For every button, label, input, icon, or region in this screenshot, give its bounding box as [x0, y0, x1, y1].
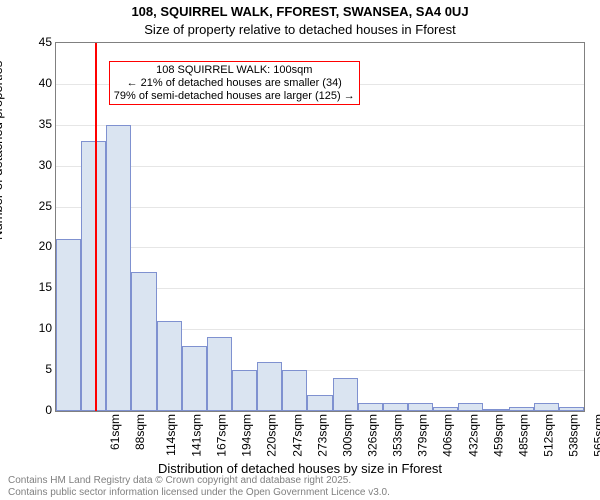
gridline [56, 207, 584, 208]
x-tick-label: 459sqm [491, 414, 505, 457]
histogram-bar [282, 370, 307, 411]
x-tick-label: 406sqm [441, 414, 455, 457]
y-tick-label: 40 [12, 76, 52, 90]
y-tick-label: 20 [12, 239, 52, 253]
x-tick-label: 194sqm [240, 414, 254, 457]
x-tick-label: 167sqm [215, 414, 229, 457]
chart-container: 108, SQUIRREL WALK, FFOREST, SWANSEA, SA… [0, 0, 600, 500]
annotation-line: 79% of semi-detached houses are larger (… [114, 90, 355, 103]
x-tick-label: 432sqm [466, 414, 480, 457]
x-tick-label: 114sqm [164, 414, 178, 456]
x-tick-label: 538sqm [567, 414, 581, 457]
histogram-bar [559, 407, 584, 411]
plot-area: 108 SQUIRREL WALK: 100sqm← 21% of detach… [55, 42, 585, 412]
x-tick-label: 141sqm [190, 414, 204, 457]
annotation-line: ← 21% of detached houses are smaller (34… [114, 77, 355, 90]
annotation-line: 108 SQUIRREL WALK: 100sqm [114, 64, 355, 77]
histogram-bar [534, 403, 559, 411]
gridline [56, 247, 584, 248]
y-tick-label: 10 [12, 321, 52, 335]
x-tick-label: 247sqm [290, 414, 304, 457]
x-tick-label: 300sqm [341, 414, 355, 457]
y-tick-label: 0 [12, 403, 52, 417]
annotation-box: 108 SQUIRREL WALK: 100sqm← 21% of detach… [109, 61, 360, 105]
y-tick-label: 5 [12, 362, 52, 376]
histogram-bar [157, 321, 182, 411]
reference-line [95, 43, 97, 411]
histogram-bar [307, 395, 332, 411]
x-tick-label: 353sqm [391, 414, 405, 457]
histogram-bar [509, 407, 534, 411]
histogram-bar [182, 346, 207, 411]
histogram-bar [458, 403, 483, 411]
y-axis-label: Number of detached properties [0, 61, 5, 240]
histogram-bar [56, 239, 81, 411]
x-tick-label: 485sqm [517, 414, 531, 457]
chart-title-line2: Size of property relative to detached ho… [0, 22, 600, 37]
x-tick-label: 379sqm [416, 414, 430, 457]
histogram-bar [257, 362, 282, 411]
histogram-bar [131, 272, 156, 411]
x-tick-label: 220sqm [265, 414, 279, 457]
x-tick-label: 326sqm [366, 414, 380, 457]
footer-line2: Contains public sector information licen… [8, 487, 390, 499]
gridline [56, 166, 584, 167]
histogram-bar [358, 403, 383, 411]
footer-attribution: Contains HM Land Registry data © Crown c… [8, 475, 390, 498]
histogram-bar [433, 407, 458, 411]
x-tick-label: 512sqm [542, 414, 556, 457]
chart-title-line1: 108, SQUIRREL WALK, FFOREST, SWANSEA, SA… [0, 4, 600, 19]
histogram-bar [207, 337, 232, 411]
x-tick-label: 88sqm [133, 414, 147, 450]
y-tick-label: 30 [12, 158, 52, 172]
footer-line1: Contains HM Land Registry data © Crown c… [8, 475, 390, 487]
histogram-bar [232, 370, 257, 411]
y-tick-label: 25 [12, 199, 52, 213]
x-axis-label: Distribution of detached houses by size … [0, 461, 600, 476]
y-tick-label: 15 [12, 280, 52, 294]
x-tick-label: 565sqm [592, 414, 600, 457]
histogram-bar [483, 409, 508, 411]
x-tick-label: 61sqm [108, 414, 122, 450]
x-tick-label: 273sqm [315, 414, 329, 457]
gridline [56, 125, 584, 126]
histogram-bar [383, 403, 408, 411]
histogram-bar [106, 125, 131, 411]
y-tick-label: 35 [12, 117, 52, 131]
histogram-bar [408, 403, 433, 411]
histogram-bar [333, 378, 358, 411]
y-tick-label: 45 [12, 35, 52, 49]
